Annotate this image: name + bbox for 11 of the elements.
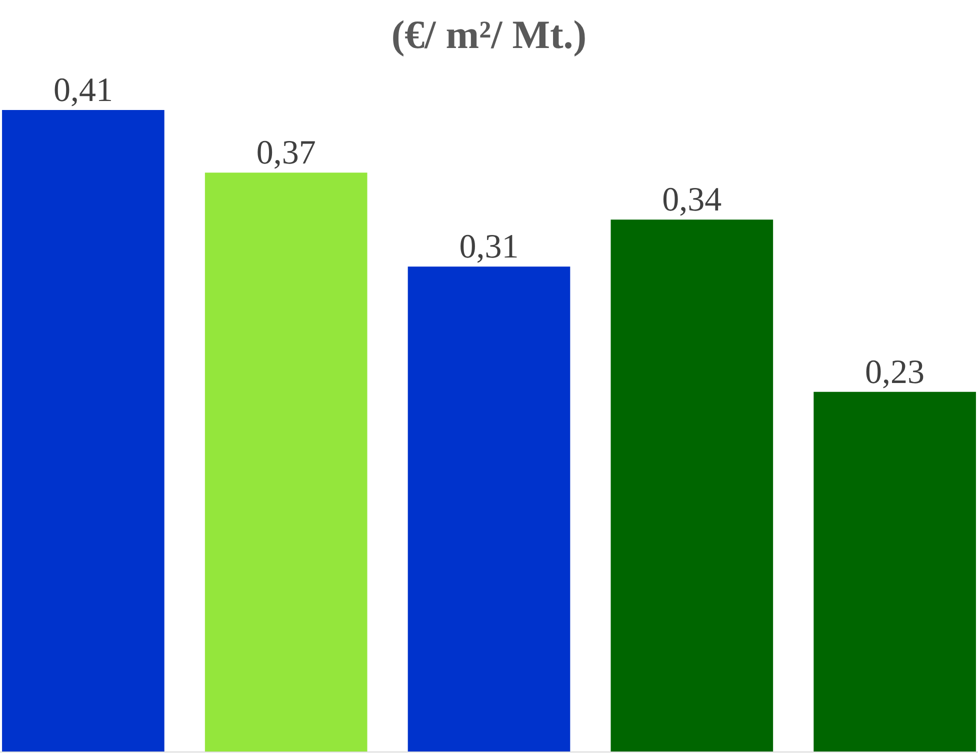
data-label: 0,37 (256, 134, 316, 172)
data-label: 0,41 (53, 72, 113, 109)
data-label: 0,23 (865, 354, 925, 391)
data-label: 0,34 (662, 182, 722, 219)
data-label: 0,31 (459, 228, 519, 266)
bar (814, 392, 976, 752)
bar (408, 266, 570, 752)
bar (2, 110, 164, 752)
bar (610, 220, 774, 752)
chart-title: (€/ m²/ Mt.) (391, 12, 587, 57)
bar (204, 172, 368, 752)
